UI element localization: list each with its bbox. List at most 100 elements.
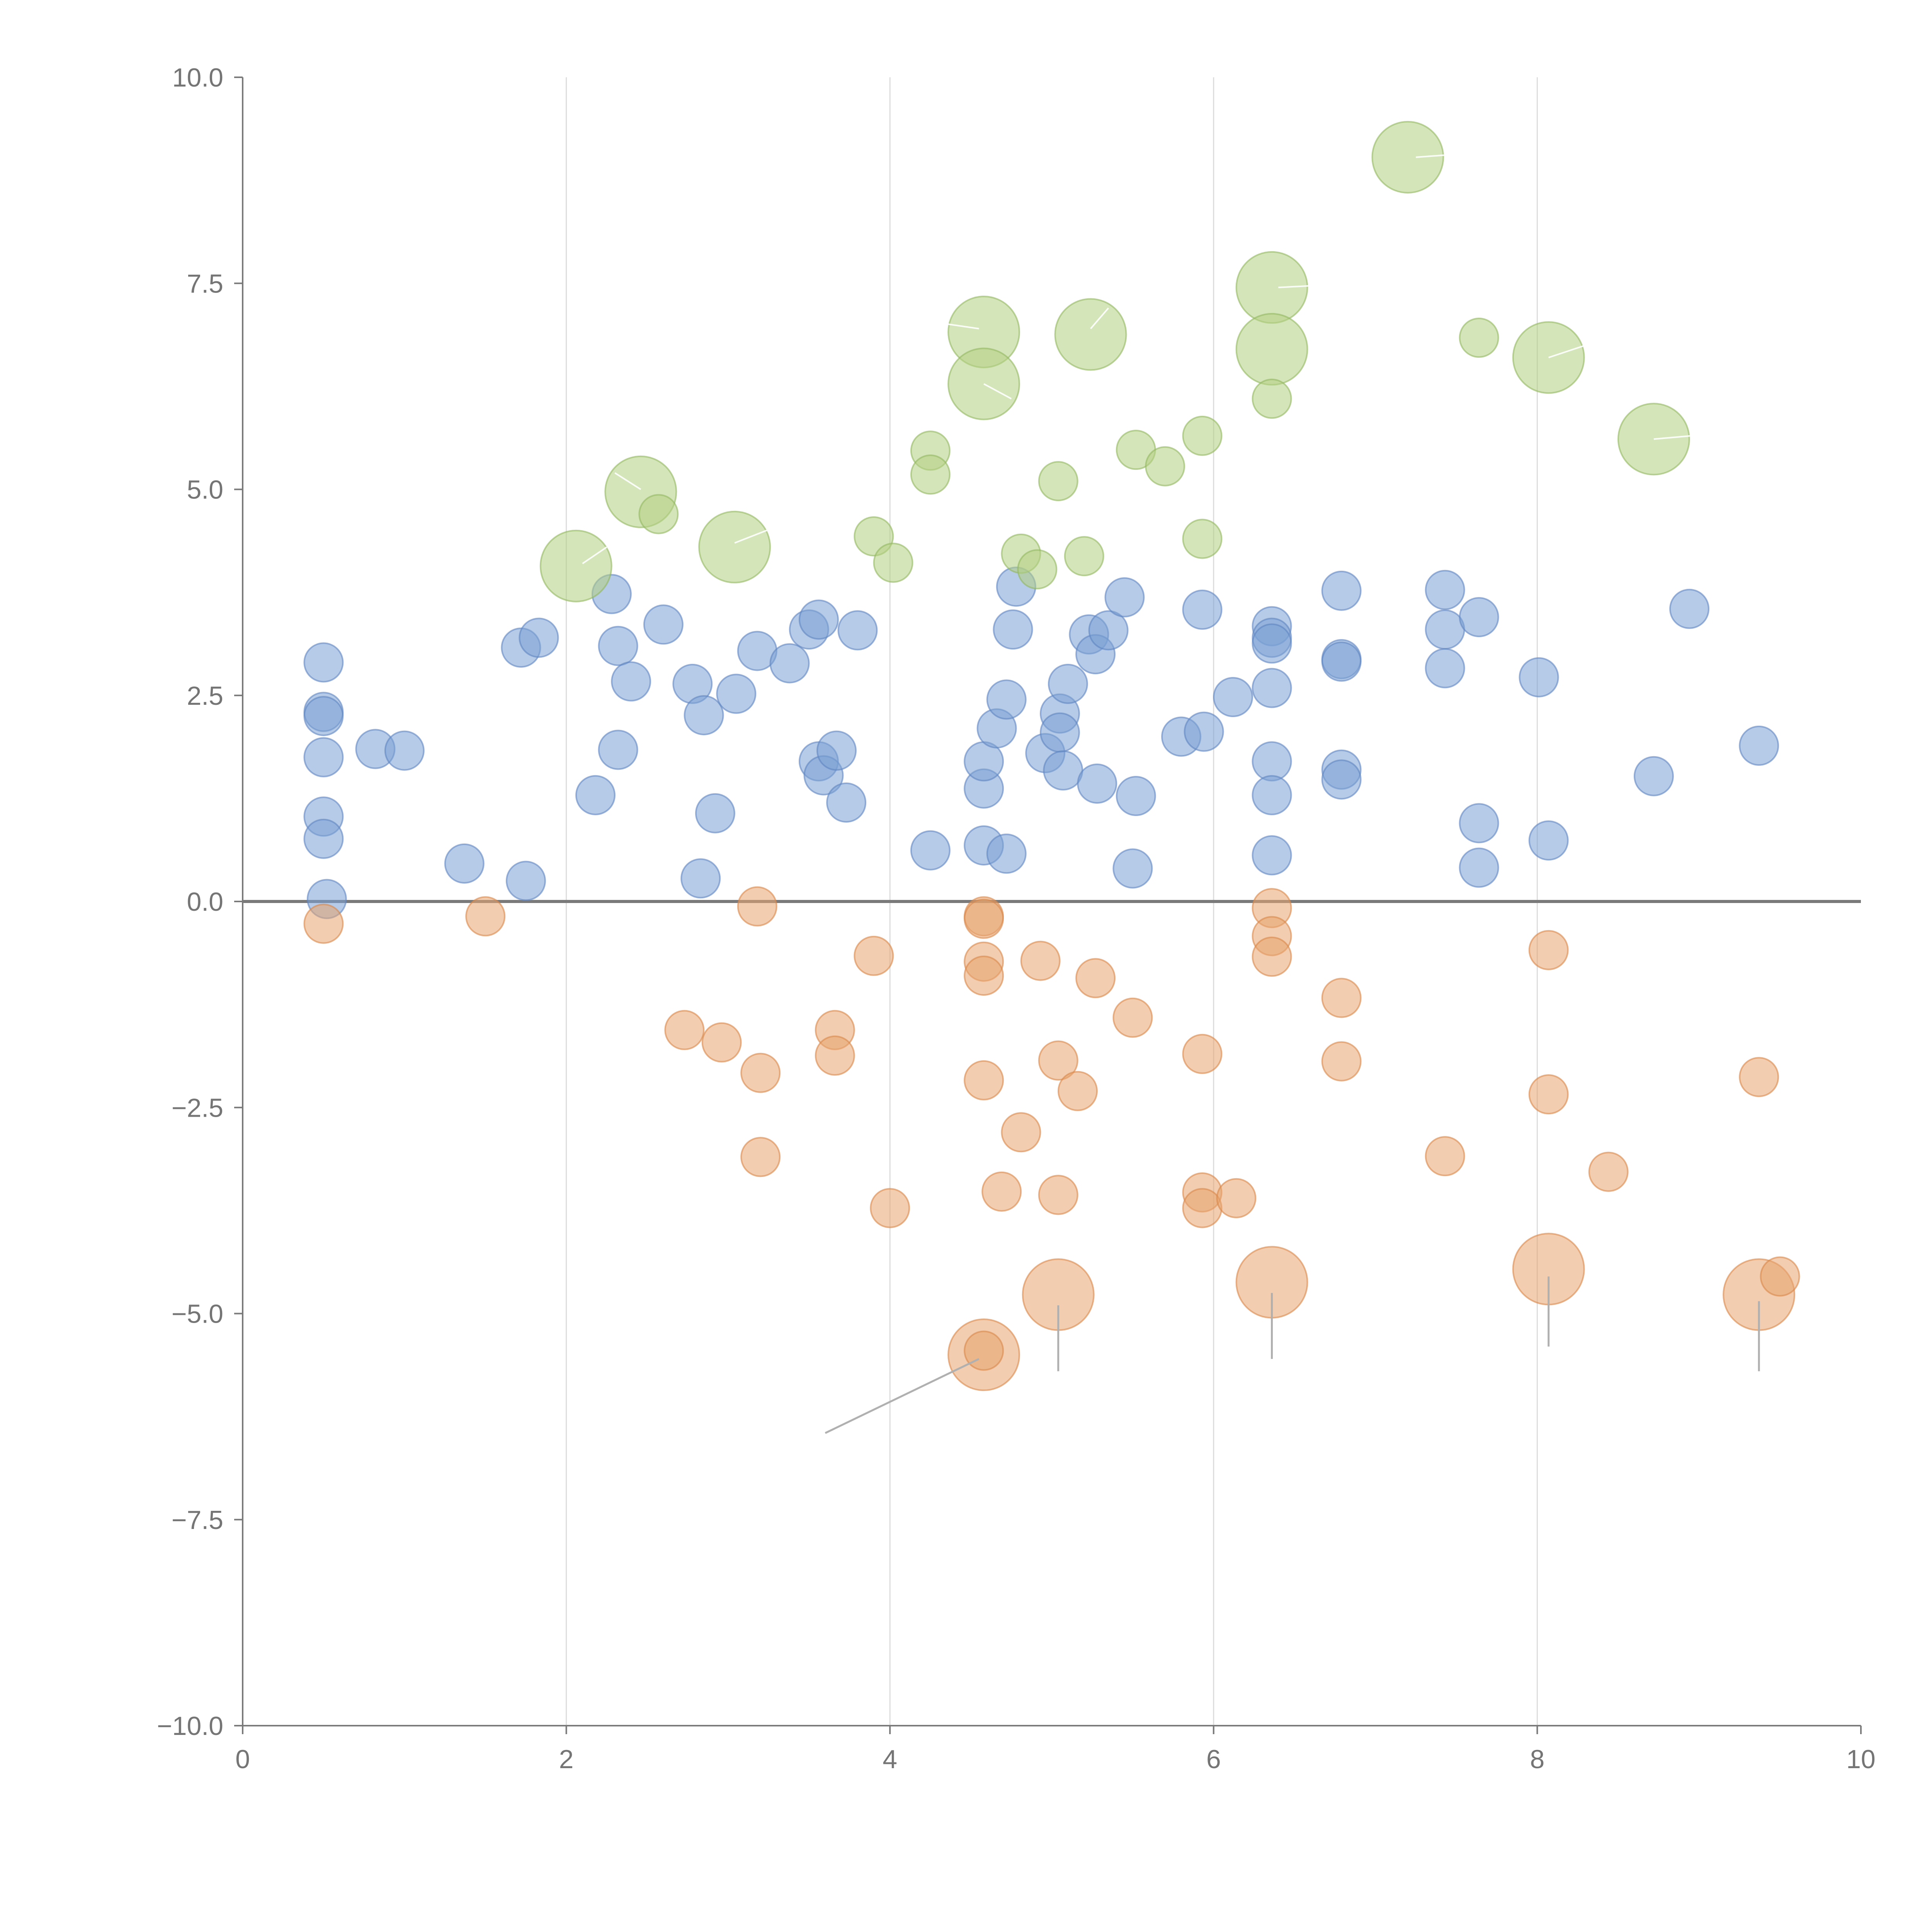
annotation-leader-line bbox=[1653, 435, 1691, 440]
green-bubble bbox=[1145, 446, 1185, 486]
annotation-leader-line bbox=[582, 546, 607, 565]
green-bubble bbox=[1235, 313, 1308, 386]
y-tick-label: −2.5 bbox=[172, 1093, 223, 1122]
orange-bubble bbox=[1058, 1071, 1098, 1111]
blue-bubble bbox=[695, 793, 735, 833]
y-tick-label: 7.5 bbox=[187, 269, 223, 298]
blue-bubble bbox=[1213, 677, 1253, 718]
blue-bubble bbox=[1184, 711, 1224, 752]
blue-bubble bbox=[1252, 741, 1292, 782]
x-tick-label: 10 bbox=[1846, 1745, 1876, 1774]
green-bubble bbox=[1064, 536, 1104, 577]
blue-bubble bbox=[1182, 589, 1223, 630]
leader-layer bbox=[582, 152, 1760, 1434]
series-blue bbox=[303, 566, 1779, 919]
blue-bubble bbox=[1425, 570, 1465, 610]
orange-bubble bbox=[981, 1171, 1022, 1212]
blue-bubble bbox=[519, 617, 559, 658]
x-tick-label: 6 bbox=[1206, 1745, 1221, 1774]
orange-bubble bbox=[1020, 940, 1061, 981]
green-bubble bbox=[1182, 415, 1223, 456]
blue-bubble bbox=[303, 737, 344, 777]
orange-bubble bbox=[1252, 936, 1292, 977]
blue-bubble bbox=[303, 818, 344, 859]
blue-bubble bbox=[1252, 623, 1292, 664]
blue-bubble bbox=[1112, 848, 1153, 889]
green-bubble bbox=[1182, 519, 1223, 559]
annotation-leader-line bbox=[1090, 307, 1109, 329]
orange-bubble bbox=[964, 1060, 1004, 1100]
orange-bubble bbox=[1321, 1041, 1362, 1082]
blue-bubble bbox=[680, 858, 721, 899]
green-bubble bbox=[638, 494, 679, 534]
blue-bubble bbox=[716, 673, 757, 714]
orange-bubble bbox=[1216, 1178, 1257, 1218]
annotation-leader-line bbox=[614, 472, 641, 490]
green-bubble bbox=[539, 529, 612, 602]
blue-bubble bbox=[1459, 803, 1499, 844]
green-bubble bbox=[1371, 121, 1444, 194]
blue-bubble bbox=[684, 695, 724, 735]
orange-bubble bbox=[1760, 1256, 1800, 1297]
blue-bubble bbox=[798, 599, 839, 640]
annotation-leader-line bbox=[1416, 152, 1473, 158]
orange-bubble bbox=[701, 1022, 742, 1063]
orange-bubble bbox=[1528, 1074, 1569, 1115]
series-green bbox=[539, 121, 1690, 602]
orange-bubble bbox=[664, 1010, 705, 1050]
green-bubble bbox=[1512, 321, 1585, 394]
blue-bubble bbox=[611, 661, 651, 702]
blue-bubble bbox=[1321, 641, 1362, 682]
orange-bubble bbox=[1739, 1057, 1779, 1097]
orange-bubble bbox=[465, 896, 506, 937]
blue-bubble bbox=[1252, 668, 1292, 708]
blue-bubble bbox=[1425, 609, 1465, 650]
x-tick-label: 2 bbox=[559, 1745, 574, 1774]
orange-bubble bbox=[964, 898, 1004, 939]
blue-bubble bbox=[1252, 835, 1292, 876]
orange-bubble bbox=[964, 955, 1004, 996]
blue-bubble bbox=[1459, 597, 1499, 638]
blue-bubble bbox=[1519, 657, 1559, 697]
y-tick-label: 0.0 bbox=[187, 887, 223, 917]
blue-bubble bbox=[1043, 750, 1083, 791]
green-bubble bbox=[910, 454, 951, 495]
blue-bubble bbox=[598, 730, 638, 770]
orange-bubble bbox=[815, 1035, 855, 1076]
blue-bubble bbox=[986, 679, 1027, 720]
blue-bubble bbox=[837, 610, 878, 651]
blue-bubble bbox=[1425, 648, 1465, 689]
x-tick-label: 4 bbox=[883, 1745, 897, 1774]
blue-bubble bbox=[1321, 759, 1362, 800]
blue-bubble bbox=[1116, 776, 1156, 816]
blue-bubble bbox=[986, 833, 1027, 874]
annotation-leader-line bbox=[734, 526, 777, 544]
blue-bubble bbox=[444, 843, 485, 884]
blue-bubble bbox=[384, 730, 425, 771]
blue-bubble bbox=[1528, 820, 1569, 861]
blue-bubble bbox=[993, 609, 1033, 650]
annotation-leader-line bbox=[922, 320, 979, 330]
orange-bubble bbox=[1182, 1034, 1223, 1074]
green-bubble bbox=[1235, 251, 1308, 324]
orange-bubble bbox=[303, 903, 344, 944]
blue-bubble bbox=[1088, 610, 1129, 651]
y-tick-label: −10.0 bbox=[157, 1711, 223, 1741]
blue-bubble bbox=[769, 643, 810, 684]
annotation-leader-line bbox=[983, 383, 1012, 400]
orange-bubble bbox=[1528, 930, 1569, 970]
orange-bubble bbox=[1075, 958, 1116, 998]
green-bubble bbox=[1054, 298, 1127, 371]
annotation-leader-line bbox=[1548, 344, 1586, 359]
x-tick-label: 8 bbox=[1530, 1745, 1544, 1774]
green-bubble bbox=[873, 543, 913, 583]
blue-bubble bbox=[1321, 570, 1362, 611]
y-tick-label: −5.0 bbox=[172, 1299, 223, 1329]
annotation-leader-line bbox=[825, 1358, 980, 1434]
blue-bubble bbox=[1633, 756, 1674, 796]
blue-bubble bbox=[1077, 763, 1117, 804]
y-tick-label: 5.0 bbox=[187, 475, 223, 505]
axis-layer: 0 2 4 6 8 10 −10.0 −7.5 −5.0 −2.5 0.0 2.5 5.0 7.5 10.0 bbox=[157, 63, 1876, 1774]
